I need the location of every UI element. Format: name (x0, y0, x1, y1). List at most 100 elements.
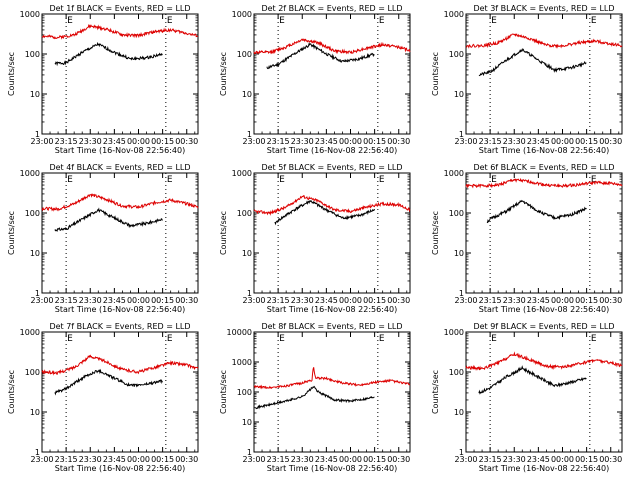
series-line-lld (465, 351, 623, 371)
x-tick-label: 23:15 (479, 455, 502, 464)
edge-marker-label: E (491, 175, 497, 185)
chart-title: Det 5f BLACK = Events, RED = LLD (261, 163, 402, 172)
x-tick-label: 00:30 (387, 137, 410, 146)
x-tick-label: 00:00 (127, 296, 150, 305)
x-tick-label: 23:00 (454, 137, 477, 146)
x-tick-label: 23:45 (103, 455, 126, 464)
y-tick-label: 1000 (232, 358, 252, 367)
x-axis-label: Start Time (16-Nov-08 22:56:40) (479, 305, 609, 314)
x-tick-label: 00:00 (551, 296, 574, 305)
chart-panel-7f: Det 7f BLACK = Events, RED = LLD Counts/s… (7, 322, 199, 473)
x-tick-label: 23:00 (454, 296, 477, 305)
x-tick-label: 23:00 (242, 296, 265, 305)
x-tick-label: 23:45 (527, 296, 550, 305)
series-line-lld (41, 193, 199, 212)
chart-title: Det 7f BLACK = Events, RED = LLD (49, 322, 190, 331)
y-tick-label: 1000 (444, 10, 464, 19)
edge-marker-label: E (491, 334, 497, 344)
edge-marker-label: E (591, 334, 597, 344)
x-tick-label: 23:30 (79, 296, 102, 305)
chart-panel-9f: Det 9f BLACK = Events, RED = LLD Counts/s… (431, 322, 623, 473)
y-tick-label: 100 (25, 368, 40, 377)
edge-marker-label: E (67, 334, 73, 344)
y-tick-label: 1 (459, 448, 464, 457)
edge-marker-label: E (167, 334, 173, 344)
x-tick-label: 23:45 (527, 455, 550, 464)
x-tick-label: 00:30 (599, 137, 622, 146)
chart-title: Det 1f BLACK = Events, RED = LLD (49, 4, 190, 13)
x-tick-label: 23:00 (454, 455, 477, 464)
x-tick-label: 00:15 (151, 296, 174, 305)
y-tick-label: 1 (247, 289, 252, 298)
plot-frame (253, 331, 411, 453)
edge-marker-label: E (279, 16, 285, 26)
edge-marker-label: E (167, 16, 173, 26)
x-axis-label: Start Time (16-Nov-08 22:56:40) (267, 464, 397, 473)
y-tick-label: 1000 (232, 169, 252, 178)
x-tick-label: 23:30 (503, 296, 526, 305)
edge-marker-label: E (591, 16, 597, 26)
edge-marker-label: E (279, 334, 285, 344)
edge-marker-label: E (67, 175, 73, 185)
y-axis-label: Counts/sec (219, 211, 228, 255)
x-tick-label: 23:00 (242, 137, 265, 146)
x-axis-label: Start Time (16-Nov-08 22:56:40) (479, 464, 609, 473)
y-tick-label: 100 (25, 50, 40, 59)
y-tick-label: 1000 (20, 169, 40, 178)
x-tick-label: 23:30 (291, 137, 314, 146)
x-tick-label: 23:45 (103, 137, 126, 146)
y-tick-label: 100 (237, 388, 252, 397)
y-tick-label: 100 (25, 209, 40, 218)
x-tick-label: 23:30 (291, 455, 314, 464)
y-axis-label: Counts/sec (219, 52, 228, 96)
series-line-events (54, 368, 163, 396)
x-tick-label: 23:00 (30, 137, 53, 146)
chart-title: Det 3f BLACK = Events, RED = LLD (473, 4, 614, 13)
chart-title: Det 8f BLACK = Events, RED = LLD (261, 322, 402, 331)
x-tick-label: 23:15 (55, 455, 78, 464)
series-line-events (478, 48, 587, 77)
edge-marker-label: E (67, 16, 73, 26)
y-axis-label: Counts/sec (431, 370, 440, 414)
x-tick-label: 23:45 (315, 296, 338, 305)
x-axis-label: Start Time (16-Nov-08 22:56:40) (267, 305, 397, 314)
x-tick-label: 23:00 (30, 455, 53, 464)
series-line-lld (465, 177, 623, 189)
y-tick-label: 10 (242, 418, 252, 427)
x-tick-label: 00:00 (551, 455, 574, 464)
series-line-events (266, 42, 375, 70)
chart-title: Det 6f BLACK = Events, RED = LLD (473, 163, 614, 172)
series-line-events (54, 41, 163, 67)
y-tick-label: 10 (30, 90, 40, 99)
series-line-lld (465, 33, 623, 49)
x-tick-label: 00:00 (339, 455, 362, 464)
x-tick-label: 23:30 (503, 455, 526, 464)
y-tick-label: 1 (247, 130, 252, 139)
series-line-lld (253, 37, 411, 55)
chart-title: Det 9f BLACK = Events, RED = LLD (473, 322, 614, 331)
y-tick-label: 10 (242, 249, 252, 258)
edge-marker-label: E (379, 334, 385, 344)
x-tick-label: 00:30 (387, 296, 410, 305)
x-tick-label: 00:00 (551, 137, 574, 146)
chart-panel-8f: Det 8f BLACK = Events, RED = LLD Counts/s… (219, 322, 411, 473)
y-tick-label: 100 (449, 368, 464, 377)
chart-panel-2f: Det 2f BLACK = Events, RED = LLD Counts/s… (219, 4, 411, 155)
x-axis-label: Start Time (16-Nov-08 22:56:40) (55, 464, 185, 473)
x-tick-label: 00:15 (575, 137, 598, 146)
x-tick-label: 00:00 (339, 137, 362, 146)
x-tick-label: 23:00 (242, 455, 265, 464)
y-tick-label: 10000 (227, 328, 252, 337)
plot-frame (465, 331, 623, 453)
x-tick-label: 00:00 (127, 455, 150, 464)
x-tick-label: 23:15 (55, 296, 78, 305)
chart-panel-1f: Det 1f BLACK = Events, RED = LLD Counts/s… (7, 4, 199, 155)
x-tick-label: 23:15 (267, 137, 290, 146)
y-tick-label: 10 (30, 408, 40, 417)
x-tick-label: 00:15 (575, 455, 598, 464)
x-tick-label: 23:45 (315, 455, 338, 464)
x-tick-label: 00:15 (151, 455, 174, 464)
y-tick-label: 10 (242, 90, 252, 99)
edge-marker-label: E (167, 175, 173, 185)
series-line-lld (253, 367, 411, 390)
